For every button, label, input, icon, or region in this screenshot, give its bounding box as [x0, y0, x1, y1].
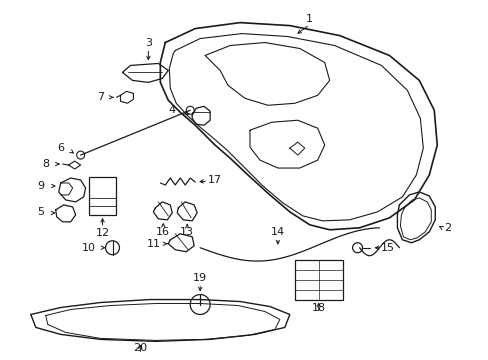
Text: 2: 2	[443, 223, 450, 233]
Text: 15: 15	[380, 243, 394, 253]
Text: 12: 12	[95, 228, 109, 238]
Text: 14: 14	[270, 227, 285, 237]
Text: 7: 7	[97, 92, 104, 102]
Text: 11: 11	[146, 239, 160, 249]
Bar	[88, 177, 116, 215]
Text: 3: 3	[144, 37, 152, 48]
Text: 13: 13	[180, 227, 194, 237]
Text: 18: 18	[311, 302, 325, 312]
Bar	[294, 260, 342, 300]
Text: 6: 6	[57, 143, 64, 153]
Text: 4: 4	[168, 105, 176, 115]
Text: 16: 16	[156, 227, 170, 237]
Text: 9: 9	[37, 181, 44, 191]
Text: 8: 8	[42, 159, 49, 169]
Text: 5: 5	[37, 207, 44, 217]
Text: 19: 19	[193, 273, 207, 283]
Text: 20: 20	[133, 343, 147, 354]
Text: 1: 1	[305, 14, 313, 24]
Text: 17: 17	[207, 175, 222, 185]
Text: 10: 10	[81, 243, 96, 253]
